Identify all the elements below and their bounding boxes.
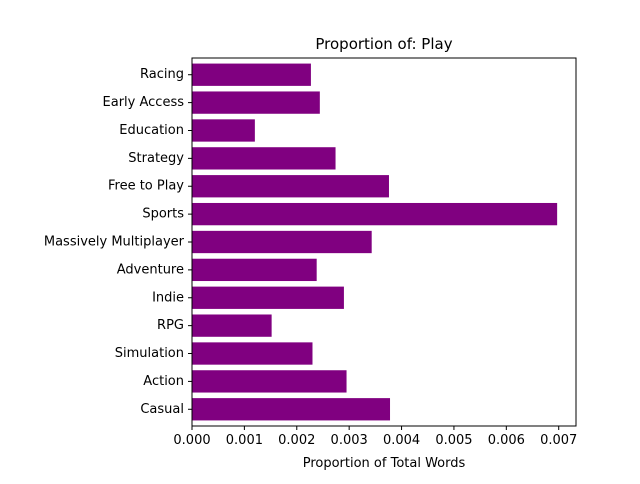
y-tick-label: Education	[119, 123, 184, 138]
y-tick-label: Racing	[140, 67, 184, 82]
x-tick-label: 0.004	[383, 433, 420, 448]
x-tick-label: 0.001	[226, 433, 263, 448]
bar-adventure	[192, 258, 317, 282]
y-tick-label: Massively Multiplayer	[44, 235, 185, 250]
y-tick-label: Strategy	[128, 151, 184, 166]
x-tick-label: 0.006	[488, 433, 525, 448]
bar-indie	[192, 286, 344, 309]
bar-action	[192, 370, 347, 393]
bar-sports	[192, 202, 558, 226]
bar-education	[192, 119, 255, 142]
y-tick-label: Early Access	[103, 95, 185, 110]
bars	[192, 63, 558, 421]
x-axis-label: Proportion of Total Words	[303, 456, 466, 471]
x-tick-label: 0.003	[331, 433, 368, 448]
y-tick-label: Sports	[142, 207, 184, 222]
y-tick-label: Action	[143, 374, 184, 389]
x-tick-label: 0.005	[435, 433, 472, 448]
y-tick-label: RPG	[157, 318, 184, 333]
y-tick-label: Adventure	[117, 262, 184, 277]
bar-strategy	[192, 147, 336, 170]
bar-simulation	[192, 342, 313, 365]
y-tick-label: Indie	[152, 290, 184, 305]
y-tick-label: Simulation	[115, 346, 184, 361]
y-tick-label: Casual	[140, 402, 184, 417]
x-axis: 0.000 0.001 0.002 0.003 0.004 0.005 0.006 0.007	[173, 426, 577, 448]
bar-free-to-play	[192, 175, 389, 198]
bar-rpg	[192, 314, 272, 337]
y-axis: Casual Action Simulation RPG Indie Adventure M…	[44, 67, 192, 417]
bar-racing	[192, 63, 311, 86]
x-tick-label: 0.000	[173, 433, 210, 448]
x-tick-label: 0.002	[278, 433, 315, 448]
bar-casual	[192, 398, 391, 421]
y-tick-label: Free to Play	[108, 179, 184, 194]
bar-early-access	[192, 91, 320, 114]
bar-massively-multiplayer	[192, 230, 372, 254]
x-tick-label: 0.007	[540, 433, 577, 448]
chart-title: Proportion of: Play	[315, 35, 452, 53]
